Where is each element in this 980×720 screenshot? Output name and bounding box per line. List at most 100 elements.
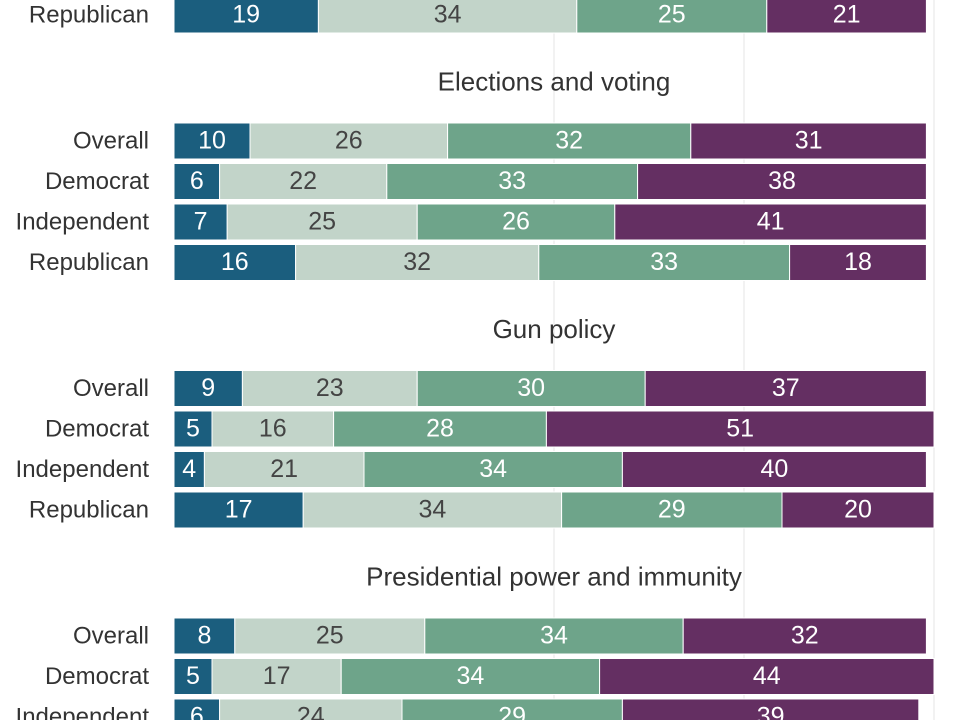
bar-segment xyxy=(241,370,418,407)
bar-segment xyxy=(173,451,205,488)
data-label: 4 xyxy=(182,455,196,483)
bar-segment xyxy=(295,244,540,281)
data-label: 7 xyxy=(194,208,208,236)
bar-segment xyxy=(363,451,623,488)
bars xyxy=(173,0,935,720)
category-label: Democrat xyxy=(45,168,149,195)
data-label: 10 xyxy=(198,127,226,155)
bar-segment xyxy=(203,451,365,488)
data-label: 34 xyxy=(418,496,446,524)
data-label: 34 xyxy=(479,455,507,483)
data-label: 26 xyxy=(335,127,363,155)
data-label: 33 xyxy=(498,167,526,195)
gridlines xyxy=(553,0,935,720)
bar-segment xyxy=(317,0,578,34)
data-label: 31 xyxy=(795,127,823,155)
data-label: 34 xyxy=(456,662,484,690)
labels: Republican 19 34 25 21 Elections and voting Ov… xyxy=(16,1,872,720)
bar-segment xyxy=(173,491,304,529)
data-label: 39 xyxy=(757,703,785,720)
bar-segment xyxy=(621,451,927,488)
group-title: Presidential power and immunity xyxy=(366,561,742,591)
data-label: 22 xyxy=(289,167,317,195)
bar-segment xyxy=(621,698,920,720)
data-label: 32 xyxy=(403,248,431,276)
data-label: 5 xyxy=(186,415,200,443)
bar-segment xyxy=(333,410,547,448)
data-label: 5 xyxy=(186,662,200,690)
data-label: 30 xyxy=(517,374,545,402)
data-label: 34 xyxy=(434,1,462,29)
category-label: Republican xyxy=(29,1,149,28)
bar-segment xyxy=(416,203,616,241)
data-label: 44 xyxy=(753,662,781,690)
data-label: 17 xyxy=(225,496,253,524)
bar-segment xyxy=(173,203,228,241)
data-label: 25 xyxy=(658,1,686,29)
bar-segment xyxy=(173,617,236,655)
bar-segment xyxy=(173,163,221,200)
data-label: 32 xyxy=(555,127,583,155)
data-label: 6 xyxy=(190,703,204,720)
bar-segment xyxy=(173,0,319,34)
data-label: 8 xyxy=(197,622,211,650)
bar-segment xyxy=(599,658,935,695)
data-label: 16 xyxy=(259,415,287,443)
data-label: 26 xyxy=(502,208,530,236)
data-label: 9 xyxy=(201,374,215,402)
category-label: Overall xyxy=(73,622,149,649)
data-label: 29 xyxy=(658,496,686,524)
data-label: 18 xyxy=(844,248,872,276)
bar-segment xyxy=(173,122,251,160)
category-label: Independent xyxy=(16,456,150,483)
data-label: 41 xyxy=(757,208,785,236)
category-label: Republican xyxy=(29,249,149,276)
bar-segment xyxy=(447,122,692,160)
data-label: 17 xyxy=(263,662,291,690)
category-label: Democrat xyxy=(45,415,149,442)
category-label: Overall xyxy=(73,375,149,402)
bar-segment xyxy=(766,0,927,34)
data-label: 25 xyxy=(308,208,336,236)
bar-segment xyxy=(538,244,791,281)
data-label: 16 xyxy=(221,248,249,276)
bar-segment xyxy=(340,658,601,695)
category-label: Republican xyxy=(29,496,149,523)
bar-segment xyxy=(302,491,563,529)
data-label: 24 xyxy=(297,703,325,720)
data-label: 20 xyxy=(844,496,872,524)
category-label: Independent xyxy=(16,208,150,235)
bar-segment xyxy=(576,0,768,34)
data-label: 51 xyxy=(726,415,754,443)
data-label: 25 xyxy=(316,622,344,650)
bar-segment xyxy=(637,163,927,200)
bar-segment xyxy=(234,617,426,655)
bar-segment xyxy=(386,163,639,200)
data-label: 37 xyxy=(772,374,800,402)
bar-segment xyxy=(226,203,418,241)
category-label: Independent xyxy=(16,703,150,720)
data-label: 19 xyxy=(232,1,260,29)
data-label: 21 xyxy=(270,455,298,483)
bar-segment xyxy=(211,658,342,695)
bar-segment xyxy=(424,617,684,655)
bar-segment xyxy=(682,617,927,655)
data-label: 32 xyxy=(791,622,819,650)
bar-segment xyxy=(644,370,927,407)
bar-segment xyxy=(249,122,449,160)
group-title: Gun policy xyxy=(493,314,616,344)
bar-segment xyxy=(789,244,927,281)
data-label: 6 xyxy=(190,167,204,195)
bar-segment xyxy=(690,122,927,160)
bar-segment xyxy=(614,203,927,241)
bar-segment xyxy=(173,410,213,448)
group-title: Elections and voting xyxy=(438,66,671,96)
data-label: 38 xyxy=(768,167,796,195)
bar-segment xyxy=(219,163,388,200)
bar-segment xyxy=(173,658,213,695)
data-label: 33 xyxy=(650,248,678,276)
data-label: 34 xyxy=(540,622,568,650)
bar-segment xyxy=(545,410,935,448)
category-label: Democrat xyxy=(45,663,149,690)
